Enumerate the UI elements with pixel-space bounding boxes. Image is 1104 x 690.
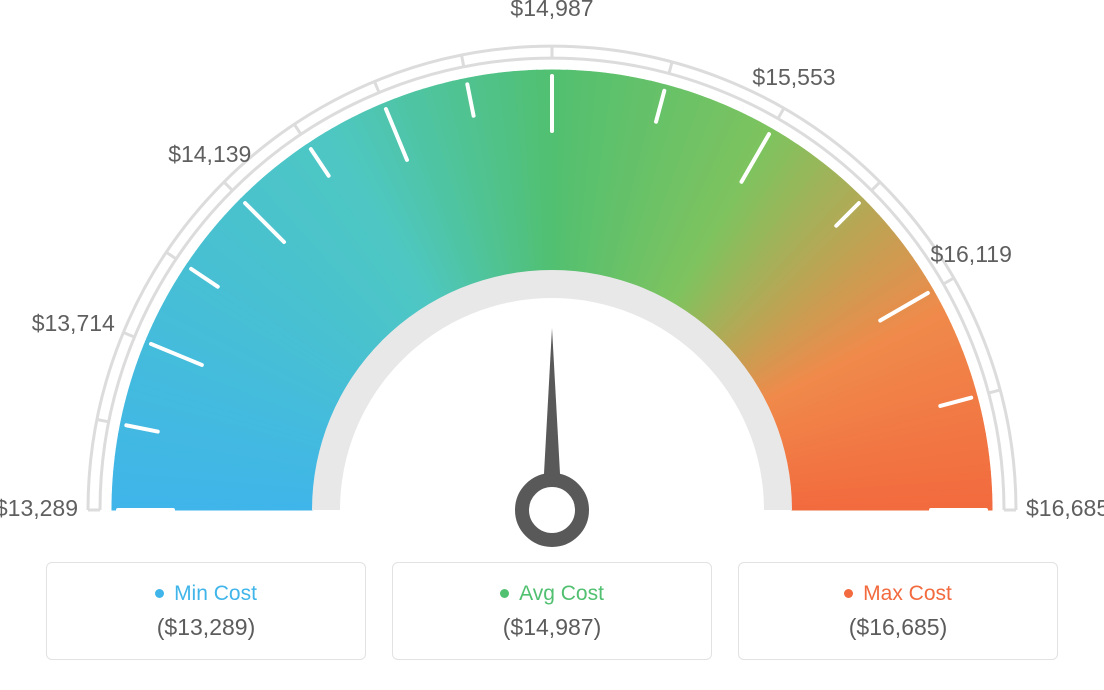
legend-card-avg: Avg Cost ($14,987) <box>392 562 712 660</box>
max-cost-value: ($16,685) <box>849 614 947 641</box>
gauge-tick-label: $13,289 <box>0 495 78 521</box>
min-dot-icon <box>155 589 164 598</box>
min-cost-label: Min Cost <box>174 582 257 606</box>
cost-gauge-chart: $13,289 $13,714 $14,139 $14,987 $15,553 $16,1… <box>0 0 1104 690</box>
gauge-tick-label: $14,987 <box>510 0 593 21</box>
gauge-tick-label: $16,685 <box>1026 495 1104 521</box>
legend-row: Min Cost ($13,289) Avg Cost ($14,987) Ma… <box>0 554 1104 690</box>
gauge-area: $13,289 $13,714 $14,139 $14,987 $15,553 $16,1… <box>0 0 1104 560</box>
max-cost-label: Max Cost <box>863 582 952 606</box>
gauge-tick-label: $16,119 <box>930 241 1011 267</box>
gauge-tick-label: $13,714 <box>32 310 115 336</box>
legend-card-min: Min Cost ($13,289) <box>46 562 366 660</box>
avg-dot-icon <box>500 589 509 598</box>
legend-card-max: Max Cost ($16,685) <box>738 562 1058 660</box>
gauge-svg: $13,289 $13,714 $14,139 $14,987 $15,553 $16,1… <box>0 0 1104 560</box>
avg-cost-label: Avg Cost <box>519 582 604 606</box>
gauge-tick-label: $15,553 <box>752 64 835 90</box>
max-dot-icon <box>844 589 853 598</box>
gauge-tick-label: $14,139 <box>168 141 251 167</box>
min-cost-value: ($13,289) <box>157 614 255 641</box>
avg-cost-value: ($14,987) <box>503 614 601 641</box>
